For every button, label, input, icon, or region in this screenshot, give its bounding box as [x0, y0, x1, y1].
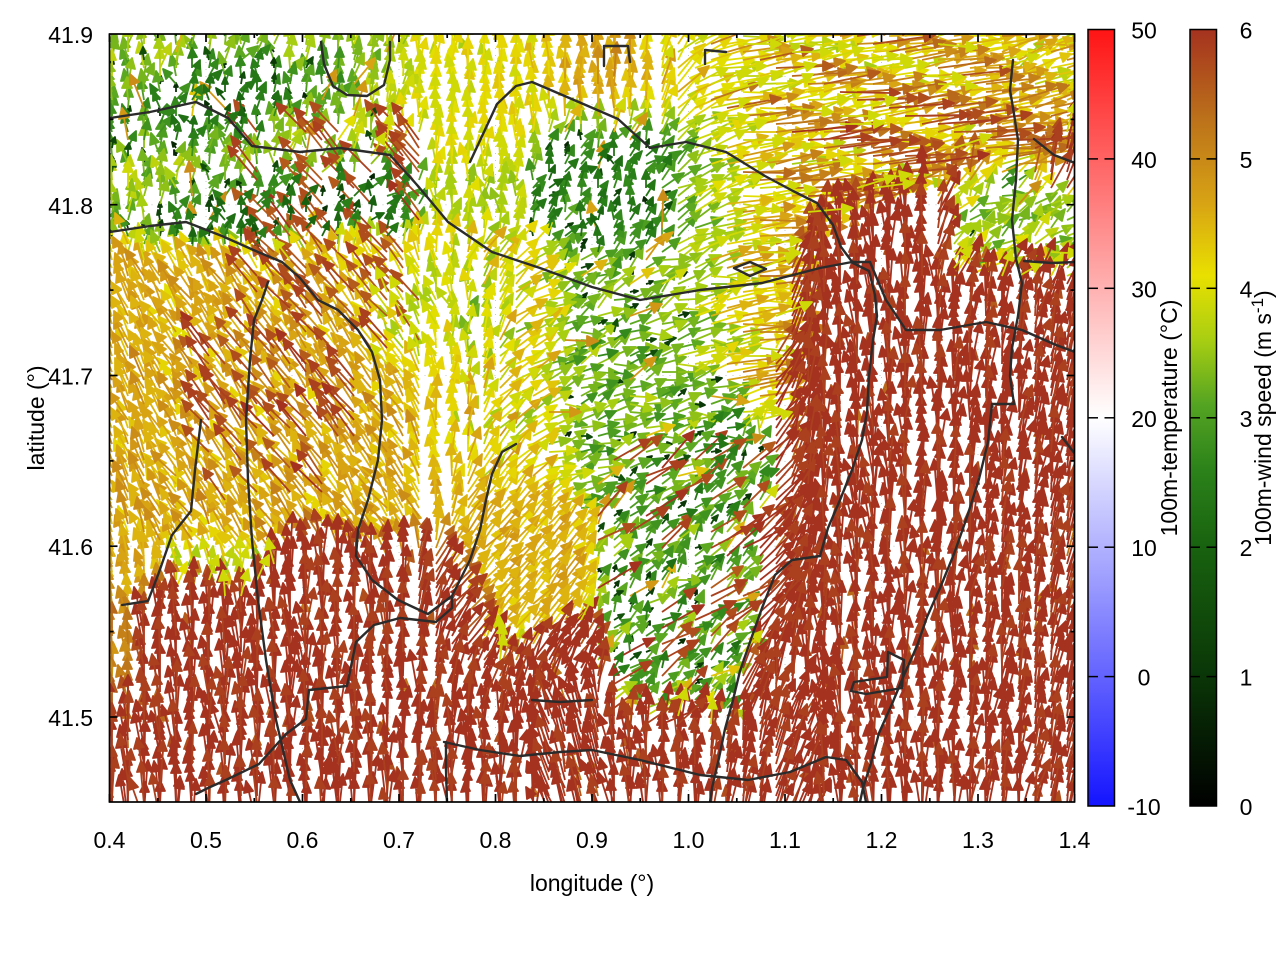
svg-text:1.3: 1.3 [962, 827, 994, 853]
svg-text:41.7: 41.7 [48, 364, 93, 390]
svg-text:1.2: 1.2 [866, 827, 898, 853]
svg-text:41.8: 41.8 [48, 193, 93, 219]
svg-text:5: 5 [1240, 147, 1253, 173]
svg-text:0.5: 0.5 [190, 827, 222, 853]
svg-text:3: 3 [1240, 406, 1253, 432]
svg-text:0.8: 0.8 [480, 827, 512, 853]
svg-text:20: 20 [1131, 406, 1157, 432]
svg-text:1: 1 [1240, 665, 1253, 691]
svg-text:0: 0 [1138, 665, 1151, 691]
svg-text:1.0: 1.0 [673, 827, 705, 853]
svg-text:-10: -10 [1127, 794, 1160, 820]
svg-text:41.9: 41.9 [48, 22, 93, 48]
svg-text:longitude (°): longitude (°) [530, 870, 654, 896]
svg-text:0.9: 0.9 [576, 827, 608, 853]
svg-text:100m-temperature (°C): 100m-temperature (°C) [1156, 300, 1182, 537]
svg-text:0.6: 0.6 [287, 827, 319, 853]
svg-text:41.5: 41.5 [48, 705, 93, 731]
svg-text:10: 10 [1131, 535, 1157, 561]
svg-text:latitude (°): latitude (°) [23, 365, 49, 470]
svg-text:1.4: 1.4 [1059, 827, 1091, 853]
svg-text:4: 4 [1240, 276, 1253, 302]
svg-text:0.4: 0.4 [94, 827, 126, 853]
svg-text:0: 0 [1240, 794, 1253, 820]
svg-text:0.7: 0.7 [383, 827, 415, 853]
svg-text:50: 50 [1131, 18, 1157, 44]
svg-text:41.6: 41.6 [48, 534, 93, 560]
svg-text:2: 2 [1240, 535, 1253, 561]
svg-text:6: 6 [1240, 18, 1253, 44]
svg-text:1.1: 1.1 [769, 827, 801, 853]
svg-text:30: 30 [1131, 276, 1157, 302]
svg-text:40: 40 [1131, 147, 1157, 173]
svg-text:100m-wind speed (m s-1): 100m-wind speed (m s-1) [1248, 290, 1276, 545]
